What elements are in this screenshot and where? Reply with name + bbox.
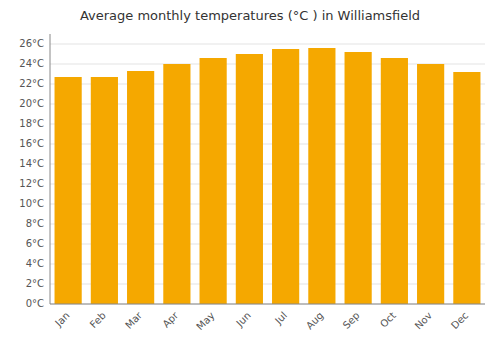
y-tick-label: 4°C	[26, 258, 44, 269]
bar	[345, 52, 372, 304]
bar	[163, 64, 190, 304]
title: Average monthly temperatures (°C ) in Wi…	[80, 8, 420, 23]
y-tick-label: 20°C	[19, 98, 44, 109]
x-axis-line	[50, 304, 485, 305]
x-tick-label: Jun	[233, 310, 253, 330]
grid-line	[50, 44, 485, 45]
bar	[236, 54, 263, 304]
y-tick-label: 26°C	[19, 38, 44, 49]
bar	[272, 49, 299, 304]
y-tick-label: 22°C	[19, 78, 44, 89]
x-tick-label: Jan	[52, 310, 71, 329]
y-tick-label: 2°C	[26, 278, 44, 289]
y-axis: 0°C 2°C 4°C 6°C 8°C 10°C 12°C 14°C 16°C 18°C 20°C 2…	[19, 34, 50, 309]
x-tick-label: Mar	[123, 309, 145, 331]
y-axis-line	[50, 34, 51, 304]
y-tick-label: 12°C	[19, 178, 44, 189]
bar	[417, 64, 444, 304]
y-tick-label: 16°C	[19, 138, 44, 149]
x-tick-label: Apr	[160, 309, 181, 330]
x-axis: Jan Feb Mar Apr May Jun Jul Aug Sep Oct Nov Dec	[50, 304, 485, 332]
x-tick-label: May	[194, 310, 216, 332]
x-tick-label: Feb	[88, 310, 108, 330]
bars	[55, 48, 481, 304]
x-tick-label: Nov	[413, 310, 435, 332]
chart: 0°C 2°C 4°C 6°C 8°C 10°C 12°C 14°C 16°C 18°C 20°C 2…	[0, 0, 500, 350]
y-tick-label: 0°C	[26, 298, 44, 309]
y-tick-label: 14°C	[19, 158, 44, 169]
bar	[381, 58, 408, 304]
y-tick-label: 18°C	[19, 118, 44, 129]
bar	[91, 77, 118, 304]
bar	[55, 77, 82, 304]
x-tick-label: Oct	[378, 310, 398, 330]
bar	[200, 58, 227, 304]
x-tick-label: Aug	[304, 310, 326, 332]
grid-line	[50, 304, 485, 305]
grid	[50, 44, 485, 304]
bar	[308, 48, 335, 304]
y-tick-label: 8°C	[26, 218, 44, 229]
x-tick-label: Sep	[341, 310, 362, 331]
y-tick-label: 6°C	[26, 238, 44, 249]
y-tick-label: 10°C	[19, 198, 44, 209]
bar	[127, 71, 154, 304]
bar	[453, 72, 480, 304]
y-tick-label: 24°C	[19, 58, 44, 69]
x-tick-label: Jul	[272, 310, 289, 327]
x-tick-label: Dec	[449, 310, 470, 331]
